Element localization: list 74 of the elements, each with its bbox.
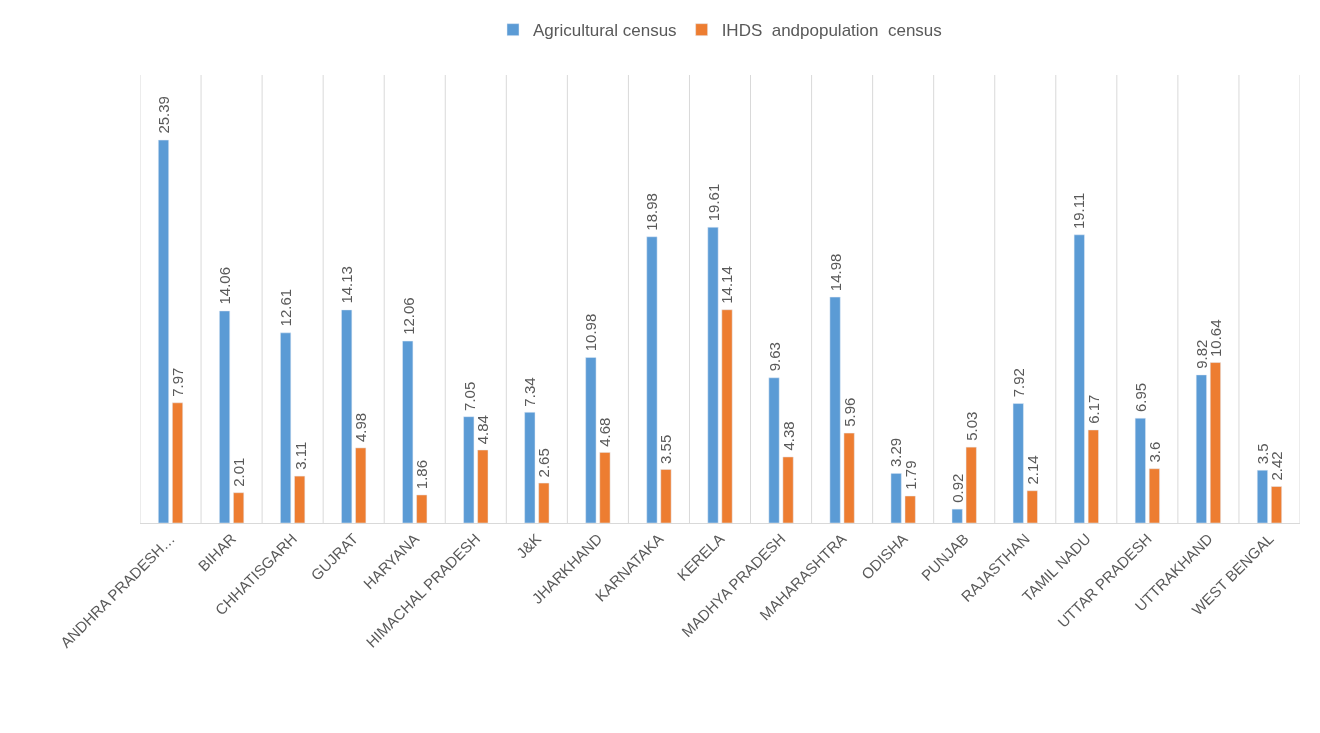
data-label: 12.61 (276, 288, 294, 327)
data-label: 14.14 (718, 266, 736, 304)
bar (1257, 469, 1268, 523)
bar (1210, 362, 1221, 523)
bar (294, 475, 306, 523)
bar (477, 449, 489, 523)
bar (219, 310, 230, 523)
bar (1026, 490, 1038, 523)
data-label: 5.96 (840, 397, 858, 427)
bar (280, 332, 292, 523)
data-label: 2.01 (230, 457, 248, 487)
bar (904, 495, 916, 523)
bar (341, 309, 353, 523)
bar (890, 473, 902, 523)
bar (646, 236, 658, 523)
bar (1148, 468, 1160, 523)
bar (965, 446, 977, 523)
bar (416, 494, 428, 523)
bar (599, 452, 611, 523)
bar (1073, 234, 1085, 523)
data-label: 7.05 (460, 381, 478, 411)
bar (233, 492, 245, 523)
data-label: 3.6 (1146, 441, 1164, 463)
legend-label: Agricultural census (533, 21, 677, 41)
bar (829, 296, 841, 523)
data-label: 6.95 (1131, 382, 1149, 413)
bar (1087, 429, 1099, 523)
data-label: 7.34 (521, 377, 539, 407)
bar (172, 402, 183, 523)
bar (158, 139, 169, 523)
data-label: 5.03 (962, 411, 980, 441)
data-label: 6.17 (1084, 394, 1102, 424)
data-label: 19.11 (1070, 192, 1088, 230)
data-label: 2.14 (1024, 455, 1042, 485)
legend-label: IHDS andpopulation census (721, 21, 942, 41)
data-label: 3.55 (657, 434, 675, 464)
data-label: 2.42 (1268, 451, 1286, 481)
data-label: 19.61 (704, 183, 722, 222)
data-label: 7.97 (169, 367, 187, 397)
data-label: 0.92 (948, 473, 966, 503)
data-label: 4.68 (596, 417, 613, 447)
data-label: 14.06 (215, 266, 233, 305)
data-label: 10.98 (582, 313, 600, 352)
bar (585, 357, 597, 523)
bar (1134, 417, 1146, 523)
data-label: 25.39 (155, 96, 173, 134)
data-label: 3.5 (1253, 443, 1271, 465)
bar (538, 482, 550, 523)
bar (1271, 486, 1282, 523)
bar (355, 447, 367, 523)
data-label: 14.98 (826, 253, 844, 292)
data-label: 4.38 (779, 421, 797, 451)
bar (1012, 403, 1024, 523)
bar (768, 377, 780, 523)
bar (707, 227, 719, 523)
bar (402, 340, 414, 523)
data-label: 2.65 (535, 448, 553, 478)
bar (782, 456, 794, 523)
data-label: 7.92 (1010, 368, 1028, 398)
bar (721, 309, 733, 523)
bar (843, 432, 855, 523)
bar (951, 508, 963, 523)
bar (660, 469, 672, 523)
data-label: 4.84 (474, 415, 492, 445)
bar (524, 412, 536, 523)
data-label: 18.98 (643, 193, 661, 231)
data-label: 12.06 (399, 297, 417, 335)
bar (1195, 374, 1207, 523)
bar (463, 416, 475, 523)
data-label: 1.86 (413, 460, 431, 490)
data-label: 14.13 (337, 266, 355, 304)
data-label: 4.98 (352, 412, 370, 443)
data-label: 3.11 (291, 441, 309, 470)
data-label: 9.63 (765, 342, 783, 372)
